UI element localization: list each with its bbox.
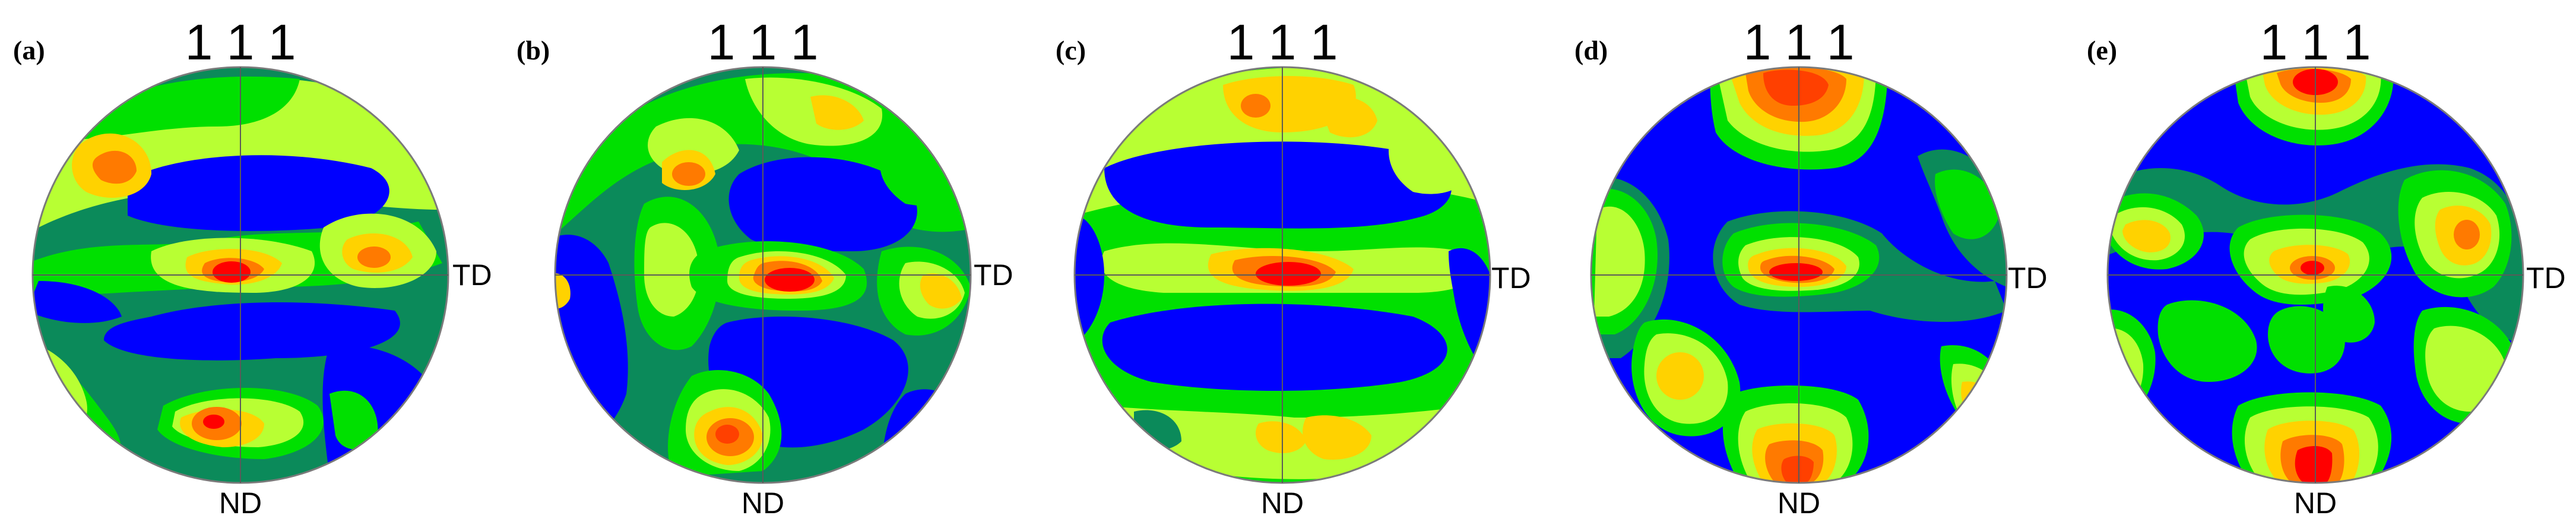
panel-a-pole-label: 1 1 1 xyxy=(185,14,296,70)
panel-a-td-label: TD xyxy=(452,258,492,292)
panel-b-td-label: TD xyxy=(974,258,1013,292)
panel-d-pole-label: 1 1 1 xyxy=(1744,14,1855,70)
panel-a-nd-label: ND xyxy=(219,486,262,520)
panel-a-label: (a) xyxy=(13,35,45,65)
panel-d-nd-label: ND xyxy=(1777,486,1820,520)
panel-e xyxy=(2106,66,2524,484)
panel-b-pole-label: 1 1 1 xyxy=(708,14,819,70)
panel-e-nd-label: ND xyxy=(2294,486,2337,520)
panel-c-nd-label: ND xyxy=(1261,486,1304,520)
panel-d-td-label: TD xyxy=(2008,261,2048,295)
pole-figure-contours xyxy=(1591,67,2007,483)
panel-b xyxy=(554,66,972,484)
panel-c-pole-label: 1 1 1 xyxy=(1227,14,1338,70)
panel-a xyxy=(31,66,449,484)
panel-c-td-label: TD xyxy=(1491,261,1531,295)
panel-d-label: (d) xyxy=(1574,35,1608,65)
panel-b-nd-label: ND xyxy=(742,486,784,520)
pole-figure-contours xyxy=(2108,67,2523,483)
panel-c xyxy=(1073,66,1491,484)
panel-b-label: (b) xyxy=(517,35,550,65)
panel-e-label: (e) xyxy=(2087,35,2117,65)
panel-c-label: (c) xyxy=(1056,35,1086,65)
panel-d xyxy=(1590,66,2008,484)
panel-e-pole-label: 1 1 1 xyxy=(2260,14,2371,70)
panel-e-td-label: TD xyxy=(2526,261,2566,295)
